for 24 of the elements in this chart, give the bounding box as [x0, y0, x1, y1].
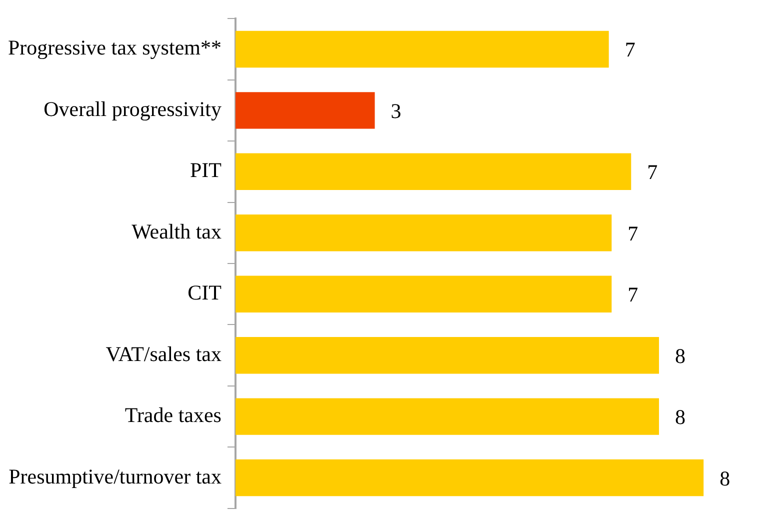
bar: [235, 92, 375, 129]
y-tick-label: PIT: [190, 158, 222, 182]
bar: [235, 336, 659, 374]
y-tick-label: Overall progressivity: [44, 96, 222, 121]
bar: [235, 459, 704, 496]
bar: [235, 398, 659, 435]
bar: [235, 276, 612, 312]
bar: [235, 30, 609, 68]
data-label: 7: [647, 160, 658, 184]
data-label: 7: [628, 282, 638, 307]
y-tick-label: Presumptive/turnover tax: [8, 464, 222, 488]
y-tick-label: Wealth tax: [132, 219, 222, 244]
data-label: 8: [674, 405, 686, 430]
y-tick-label: CIT: [188, 280, 222, 305]
data-label: 7: [628, 221, 638, 246]
bar: [235, 214, 612, 252]
data-label: 3: [390, 98, 402, 123]
bar: [235, 153, 632, 190]
data-label: 8: [720, 466, 730, 490]
data-label: 7: [624, 38, 636, 62]
data-label: 8: [674, 344, 686, 368]
y-tick-label: VAT/sales tax: [106, 342, 222, 366]
y-tick-label: Trade taxes: [124, 403, 222, 428]
y-tick-label: Progressive tax system**: [8, 36, 222, 60]
